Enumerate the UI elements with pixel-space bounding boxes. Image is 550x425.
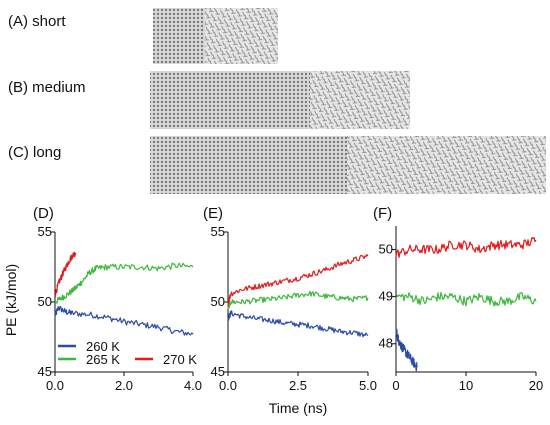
panel-f-series-260k (395, 327, 418, 372)
panel-d-x-tick-label: 2.0 (115, 378, 133, 393)
panel-e-series-265k (227, 290, 369, 310)
panel-f-series-270k (395, 237, 537, 259)
legend-label-265k: 265 K (86, 352, 120, 367)
panel-f-x-tick-label: 20 (529, 378, 543, 393)
panel-e-series-270k (227, 254, 369, 307)
panel-d-x-tick-label: 0.0 (46, 378, 64, 393)
panel-f-letter: (F) (373, 205, 392, 222)
panel-d-y-tick-label: 55 (38, 224, 52, 239)
panel-e-plot: 0.0 2.5 5.0 45 50 55 (211, 224, 378, 393)
panel-e-letter: (E) (203, 205, 223, 222)
panel-e-y-tick-label: 55 (211, 224, 225, 239)
panel-e-x-tick-label: 5.0 (359, 378, 377, 393)
snapshot-a-image (153, 8, 278, 64)
panel-d-y-tick-label: 45 (38, 364, 52, 379)
snapshot-a-label: (A) short (8, 13, 66, 30)
panel-e-series-260k (227, 310, 369, 338)
panel-f-y-tick-label: 48 (379, 336, 393, 351)
panel-e-y-tick-label: 50 (211, 294, 225, 309)
panel-f-y-tick-label: 50 (379, 242, 393, 257)
panel-e-x-tick-label: 2.5 (289, 378, 307, 393)
panel-d-x-tick-label: 4.0 (184, 378, 202, 393)
legend-label-260k: 260 K (86, 339, 120, 354)
panel-d-letter: (D) (33, 205, 54, 222)
snapshot-c-label: (C) long (8, 144, 61, 161)
panel-d-series-260k (54, 305, 194, 336)
panel-f-x-tick-label: 0 (392, 378, 399, 393)
panel-f-plot: 0 10 20 48 49 50 (379, 226, 543, 393)
panel-d-plot: 0.0 2.0 4.0 45 50 55 (38, 224, 203, 393)
legend: 260 K 265 K 270 K (58, 339, 197, 367)
y-axis-title: PE (kJ/mol) (3, 264, 19, 336)
panel-d-y-tick-label: 50 (38, 294, 52, 309)
snapshot-b-label: (B) medium (8, 79, 86, 96)
snapshot-c-image (150, 136, 546, 194)
panel-e-x-tick-label: 0.0 (219, 378, 237, 393)
panel-e-y-tick-label: 45 (211, 364, 225, 379)
x-axis-title: Time (ns) (269, 400, 328, 416)
panel-d-series-270k (54, 251, 77, 297)
snapshot-b-image (150, 71, 410, 129)
panel-f-y-tick-label: 49 (379, 289, 393, 304)
panel-f-series-265k (395, 291, 537, 307)
legend-label-270k: 270 K (163, 352, 197, 367)
panel-d-series-265k (54, 262, 194, 304)
panel-f-x-tick-label: 10 (459, 378, 473, 393)
